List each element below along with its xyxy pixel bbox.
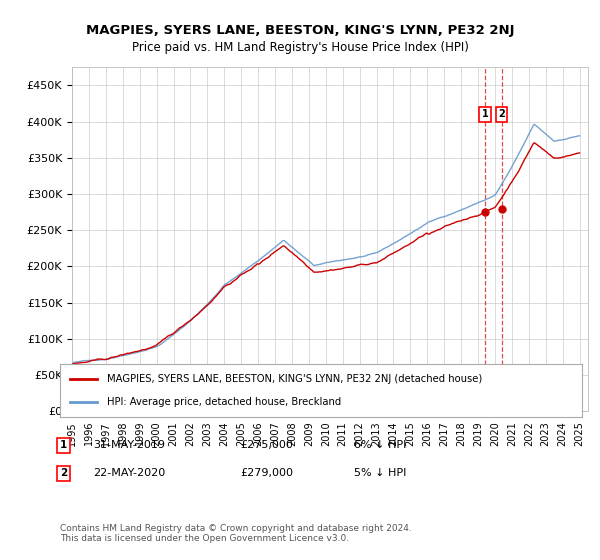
Text: 2: 2 bbox=[498, 109, 505, 119]
Text: Contains HM Land Registry data © Crown copyright and database right 2024.
This d: Contains HM Land Registry data © Crown c… bbox=[60, 524, 412, 543]
Text: Price paid vs. HM Land Registry's House Price Index (HPI): Price paid vs. HM Land Registry's House … bbox=[131, 41, 469, 54]
Text: HPI: Average price, detached house, Breckland: HPI: Average price, detached house, Brec… bbox=[107, 397, 341, 407]
Text: 6% ↓ HPI: 6% ↓ HPI bbox=[354, 440, 406, 450]
Text: £275,000: £275,000 bbox=[240, 440, 293, 450]
Text: 2: 2 bbox=[60, 468, 67, 478]
Text: 1: 1 bbox=[482, 109, 488, 119]
Text: MAGPIES, SYERS LANE, BEESTON, KING'S LYNN, PE32 2NJ (detached house): MAGPIES, SYERS LANE, BEESTON, KING'S LYN… bbox=[107, 374, 482, 384]
Text: 22-MAY-2020: 22-MAY-2020 bbox=[93, 468, 165, 478]
Text: 31-MAY-2019: 31-MAY-2019 bbox=[93, 440, 165, 450]
Text: £279,000: £279,000 bbox=[240, 468, 293, 478]
Text: 5% ↓ HPI: 5% ↓ HPI bbox=[354, 468, 406, 478]
Text: 1: 1 bbox=[60, 440, 67, 450]
Text: MAGPIES, SYERS LANE, BEESTON, KING'S LYNN, PE32 2NJ: MAGPIES, SYERS LANE, BEESTON, KING'S LYN… bbox=[86, 24, 514, 38]
